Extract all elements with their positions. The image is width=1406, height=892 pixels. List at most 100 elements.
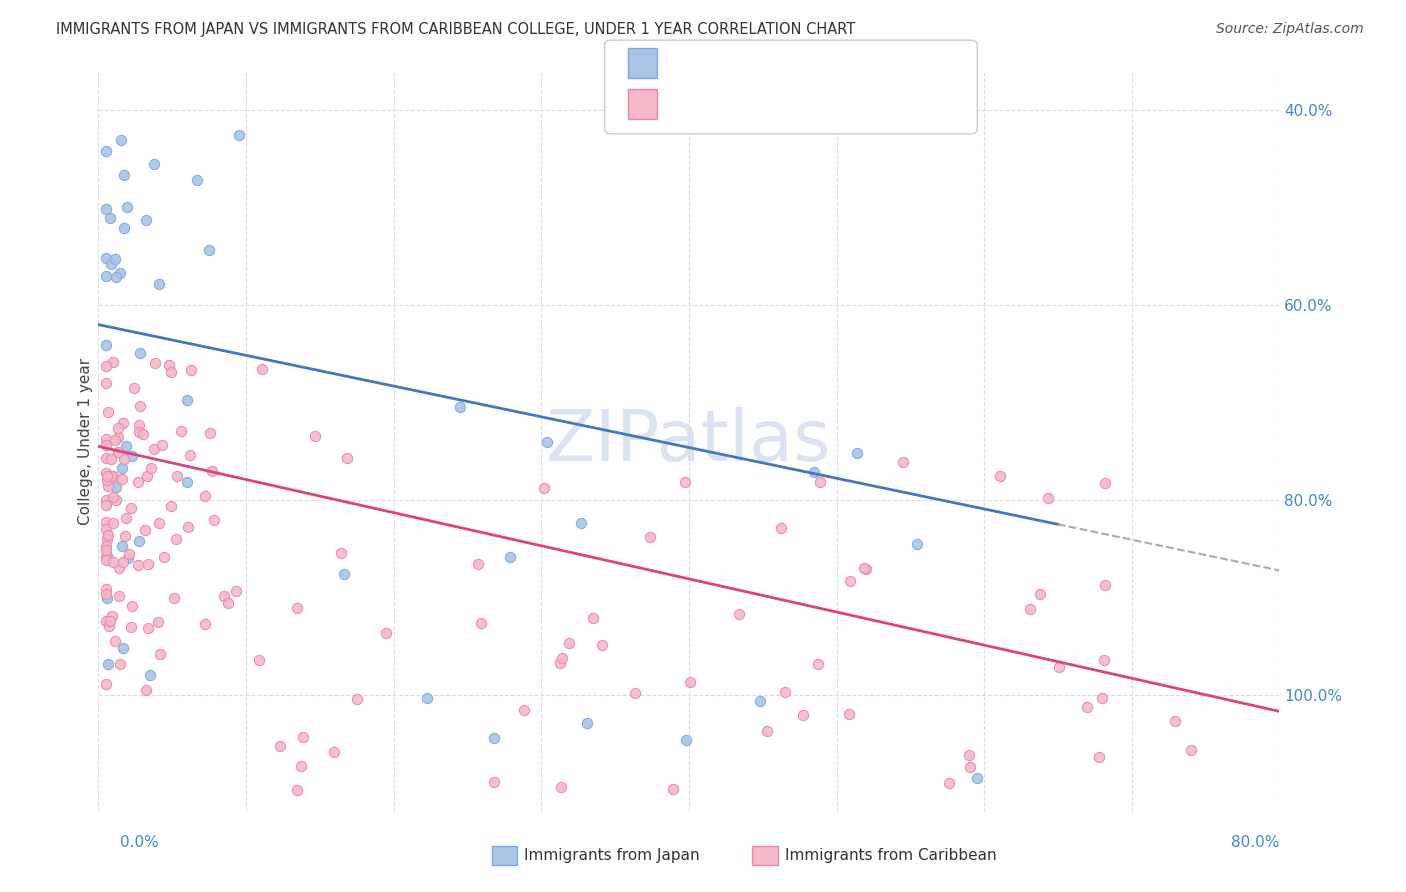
Point xyxy=(675,732,697,747)
Point xyxy=(1029,586,1052,600)
Point xyxy=(114,528,136,542)
Point xyxy=(148,516,170,530)
Point xyxy=(548,656,571,670)
Point xyxy=(105,492,128,507)
Point xyxy=(891,455,914,469)
Point xyxy=(142,442,165,456)
Point xyxy=(94,269,117,284)
Point xyxy=(290,758,312,772)
Point xyxy=(988,469,1011,483)
Point xyxy=(769,521,792,535)
Point xyxy=(198,425,221,440)
Point xyxy=(170,424,193,438)
Point xyxy=(121,450,143,464)
Point xyxy=(157,358,180,372)
Point xyxy=(966,772,988,786)
Point xyxy=(111,461,134,475)
Point xyxy=(100,452,122,467)
Point xyxy=(1036,491,1059,505)
Point xyxy=(1088,750,1111,764)
Text: 80.0%: 80.0% xyxy=(1232,836,1279,850)
Point xyxy=(323,745,346,759)
Text: Source: ZipAtlas.com: Source: ZipAtlas.com xyxy=(1216,22,1364,37)
Point xyxy=(107,444,129,458)
Point xyxy=(1094,578,1116,592)
Point xyxy=(1164,714,1187,729)
Point xyxy=(194,617,217,632)
Point xyxy=(117,551,139,566)
Point xyxy=(112,452,135,467)
Point xyxy=(163,591,186,605)
Text: -0.257: -0.257 xyxy=(700,56,749,70)
Text: 0.0%: 0.0% xyxy=(120,836,159,850)
Point xyxy=(470,615,492,630)
Text: IMMIGRANTS FROM JAPAN VS IMMIGRANTS FROM CARIBBEAN COLLEGE, UNDER 1 YEAR CORRELA: IMMIGRANTS FROM JAPAN VS IMMIGRANTS FROM… xyxy=(56,22,855,37)
Point xyxy=(94,677,117,691)
Point xyxy=(166,468,188,483)
Point xyxy=(105,270,128,285)
Point xyxy=(94,498,117,512)
Text: Immigrants from Japan: Immigrants from Japan xyxy=(524,848,700,863)
Point xyxy=(120,620,142,634)
Point xyxy=(135,468,157,483)
Point xyxy=(129,399,152,413)
Point xyxy=(101,469,124,483)
Point xyxy=(571,516,593,530)
Point xyxy=(152,549,174,564)
Point xyxy=(114,511,136,525)
Point xyxy=(512,703,534,717)
Point xyxy=(108,266,131,280)
Point xyxy=(129,345,152,359)
Point xyxy=(335,450,357,465)
Point xyxy=(94,467,117,481)
Point xyxy=(330,546,353,560)
Point xyxy=(94,359,117,374)
Point xyxy=(94,582,117,596)
Point xyxy=(624,685,647,699)
Point xyxy=(97,479,120,493)
Point xyxy=(482,775,505,789)
Point xyxy=(149,647,172,661)
Point xyxy=(839,574,862,589)
Point xyxy=(111,555,134,569)
Point xyxy=(247,652,270,666)
Point xyxy=(127,475,149,489)
Point xyxy=(591,638,613,652)
Point xyxy=(98,211,121,225)
Text: ZIPatlas: ZIPatlas xyxy=(546,407,832,476)
Point xyxy=(108,560,131,574)
Point xyxy=(575,715,598,730)
Point xyxy=(150,438,173,452)
Point xyxy=(467,557,489,571)
Point xyxy=(101,516,124,531)
Point xyxy=(1019,602,1042,616)
Point xyxy=(1180,743,1202,757)
Point xyxy=(550,780,572,794)
Point xyxy=(121,599,143,614)
Point xyxy=(179,448,201,462)
Point xyxy=(110,133,132,147)
Point xyxy=(855,562,877,576)
Point xyxy=(374,625,396,640)
Point xyxy=(186,173,208,187)
Point xyxy=(773,685,796,699)
Point xyxy=(957,747,980,762)
Point xyxy=(97,618,120,632)
Point xyxy=(269,739,291,753)
Point xyxy=(94,587,117,601)
Point xyxy=(122,382,145,396)
Point xyxy=(180,363,202,377)
Point xyxy=(201,464,224,478)
Point xyxy=(136,621,159,635)
Point xyxy=(1094,475,1116,490)
Point xyxy=(127,558,149,572)
Point xyxy=(94,450,117,465)
Point xyxy=(112,640,135,655)
Point xyxy=(1047,659,1070,673)
Point xyxy=(96,591,118,605)
Point xyxy=(104,434,127,448)
Point xyxy=(533,481,555,495)
Point xyxy=(104,633,127,648)
Point xyxy=(176,520,198,534)
Point xyxy=(114,439,136,453)
